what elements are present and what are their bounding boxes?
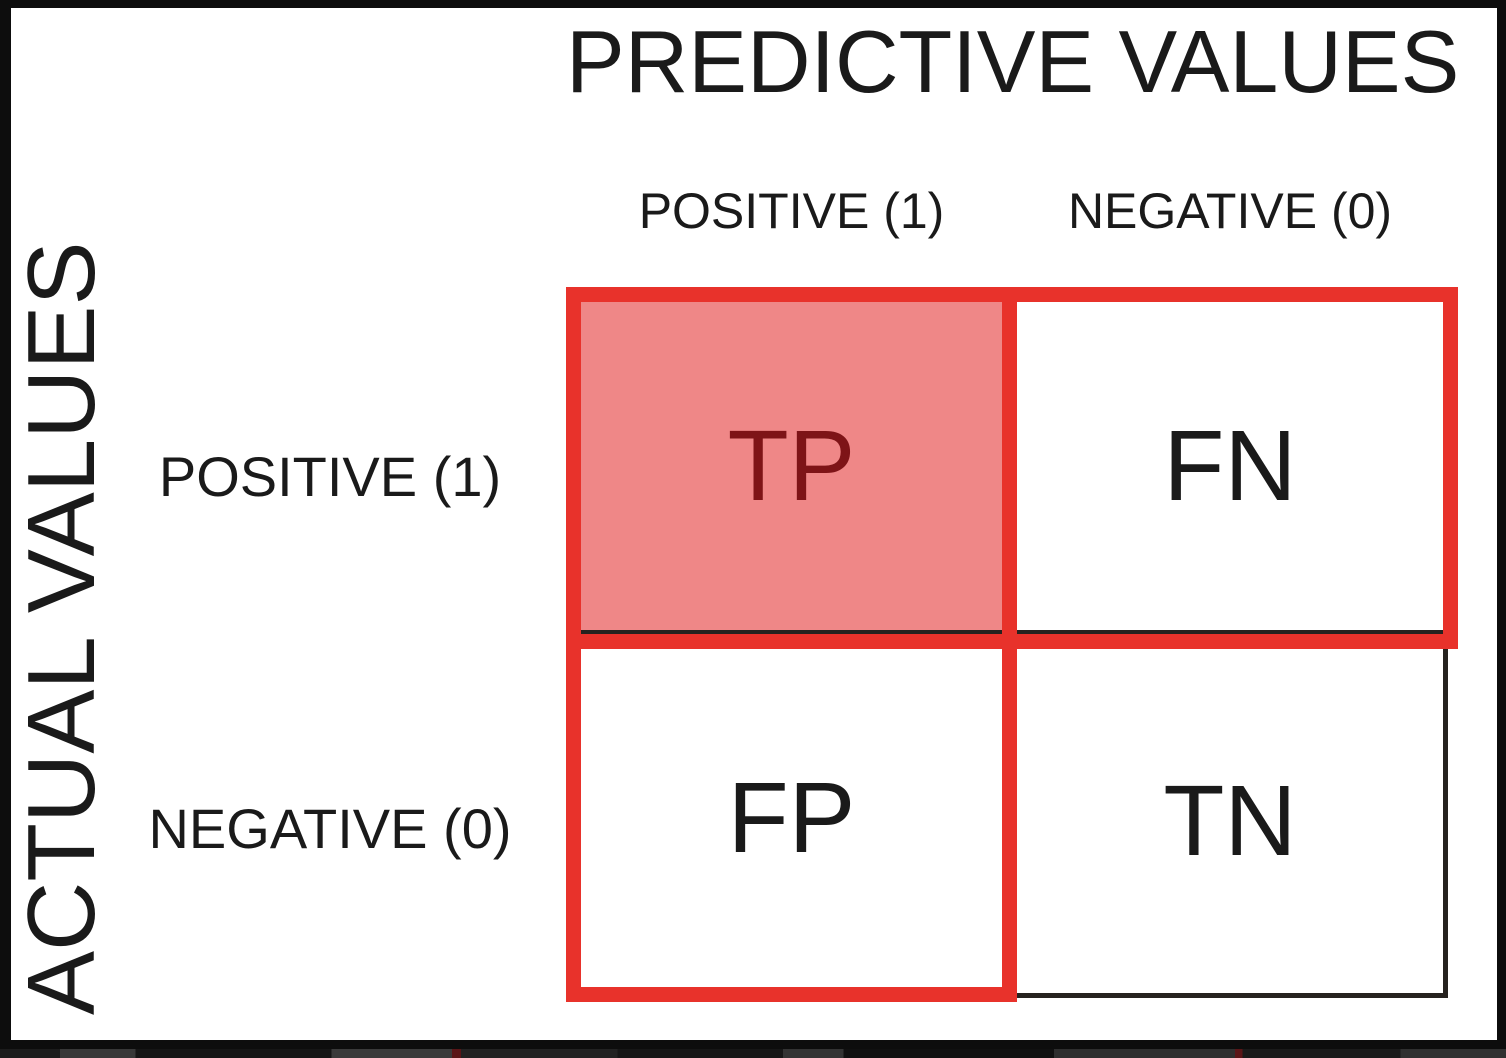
highlight-line-left-vertical [566, 287, 581, 1002]
highlight-line-right-vertical [1443, 287, 1458, 649]
bottom-artifact-strip [0, 1049, 1506, 1058]
row-header-positive: POSITIVE (1) [158, 445, 502, 508]
column-header-positive: POSITIVE (1) [638, 183, 945, 239]
cell-true-negative: TN [1017, 649, 1443, 993]
column-header-negative: NEGATIVE (0) [1067, 183, 1393, 239]
cell-false-positive: FP [581, 649, 1002, 987]
row-header-negative: NEGATIVE (0) [148, 797, 512, 860]
predictive-values-title: PREDICTIVE VALUES [566, 12, 1460, 111]
grid-line-tn-right [1443, 649, 1448, 998]
cell-true-positive: TP [581, 302, 1002, 630]
grid-line-tn-bottom [1017, 993, 1448, 998]
actual-values-axis-label: ACTUAL VALUES [8, 241, 115, 1015]
cell-false-negative: FN [1017, 302, 1443, 630]
highlight-line-bottom [566, 987, 1017, 1002]
highlight-line-center-vertical [1002, 287, 1017, 1002]
